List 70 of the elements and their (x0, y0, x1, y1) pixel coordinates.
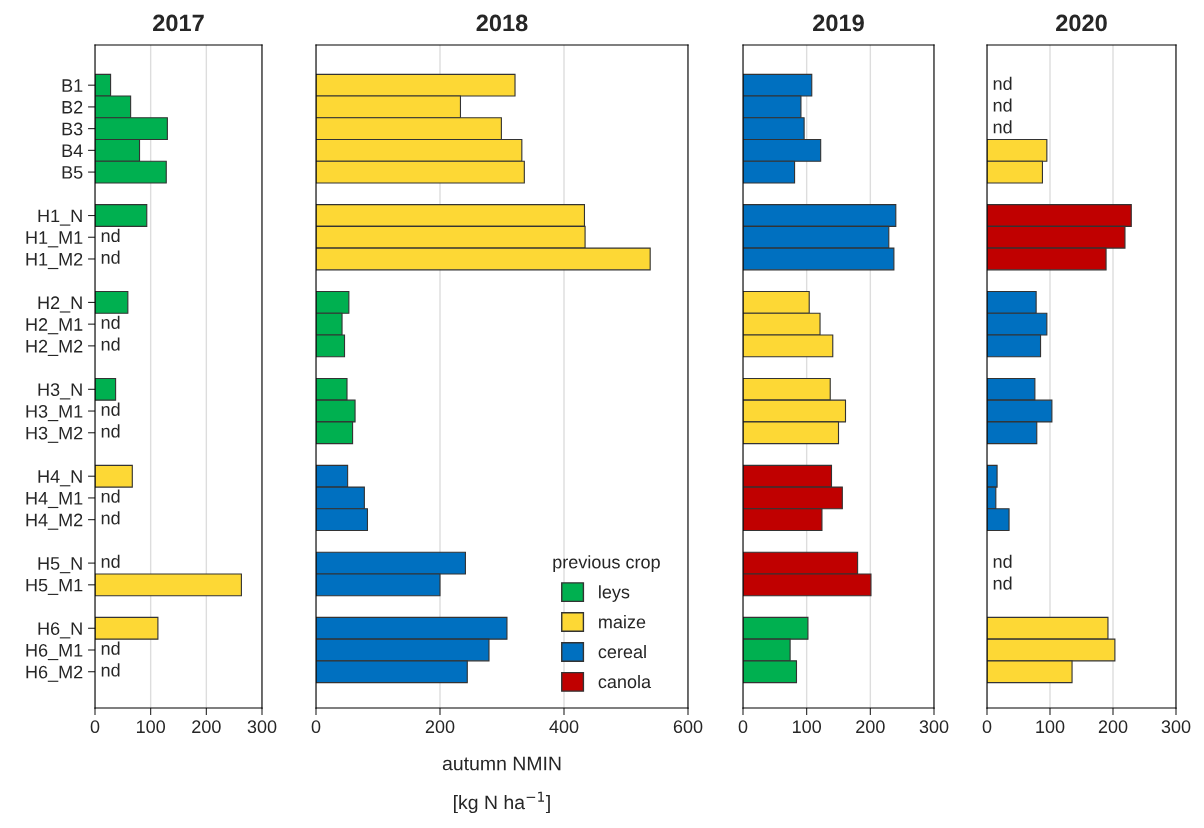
x-tick-label: 0 (90, 720, 100, 734)
text: nd (101, 663, 120, 677)
text: nd (101, 250, 120, 264)
text: nd (101, 228, 120, 243)
text: autumn NMIN [kg N ha$^{−1}$] (442, 756, 561, 814)
text: nd (101, 337, 120, 351)
y-tick-label: H3_M2 (26, 426, 83, 443)
y-tick-label: H6_M1 (26, 643, 83, 661)
chart-title: 2018 (476, 14, 528, 32)
x-tick-label: 0 (738, 720, 748, 734)
y-tick-label: H4_M1 (26, 492, 83, 509)
text: nd (101, 315, 120, 329)
y-tick-label: H4_M2 (26, 513, 83, 530)
x-tick-label: 600 (673, 720, 703, 734)
legend-label: maize (599, 615, 646, 629)
y-tick-label: H1_N (38, 209, 82, 226)
x-tick-label: 300 (1161, 720, 1191, 734)
y-tick-label: H4_N (38, 470, 82, 487)
text: nd (101, 402, 120, 416)
y-tick-label: B3 (62, 122, 83, 136)
bar (95, 291, 129, 314)
y-tick-label: H1_M2 (26, 252, 83, 270)
x-tick-label: 300 (247, 720, 277, 734)
bar (95, 204, 148, 227)
bar (95, 377, 117, 401)
bar (95, 464, 133, 488)
y-tick-label: H2_N (38, 296, 82, 313)
y-tick-label: B2 (62, 100, 83, 114)
x-tick-label: 300 (919, 720, 949, 734)
y-tick-label: H2_M2 (26, 339, 83, 356)
bar (95, 573, 242, 597)
text: nd (993, 98, 1012, 112)
y-tick-label: H3_N (38, 383, 82, 400)
y-tick-label: H5_N (38, 557, 82, 574)
x-tick-label: 100 (1036, 720, 1065, 734)
x-tick-label: 400 (549, 720, 579, 734)
y-tick-label: H2_M1 (26, 318, 83, 335)
y-tick-label: B1 (62, 79, 83, 92)
y-tick-label: H6_N (38, 622, 82, 639)
legend-title: previous crop (553, 555, 660, 573)
legend-label: canola (598, 674, 652, 689)
text: nd (993, 120, 1012, 134)
x-tick-label: 100 (136, 720, 166, 734)
text: nd (993, 554, 1012, 568)
chart-title: 2017 (153, 14, 204, 32)
y-tick-label: H3_M1 (26, 404, 83, 422)
x-tick-label: 200 (1098, 720, 1128, 734)
y-tick-label: B4 (62, 144, 83, 157)
chart-title: 2020 (1056, 14, 1107, 32)
text: nd (101, 641, 120, 655)
x-tick-label: 200 (192, 720, 221, 734)
y-tick-label: B5 (62, 166, 83, 179)
text: nd (993, 76, 1012, 91)
text: nd (101, 424, 120, 438)
x-tick-label: 100 (792, 720, 822, 734)
chart-title: 2019 (813, 14, 864, 32)
text: nd (101, 511, 120, 525)
x-tick-label: 0 (982, 720, 992, 734)
y-tick-label: H6_M2 (26, 665, 83, 682)
y-tick-label: H1_M1 (26, 231, 83, 248)
y-tick-label: H5_M1 (26, 578, 83, 595)
x-tick-label: 200 (425, 720, 455, 734)
legend-label: leys (599, 585, 630, 602)
bar (95, 616, 159, 640)
legend-label: cereal (598, 644, 646, 659)
x-tick-label: 200 (856, 720, 885, 734)
x-tick-label: 0 (311, 720, 321, 734)
text: nd (101, 489, 120, 503)
text: nd (101, 554, 120, 568)
text: nd (993, 576, 1012, 590)
